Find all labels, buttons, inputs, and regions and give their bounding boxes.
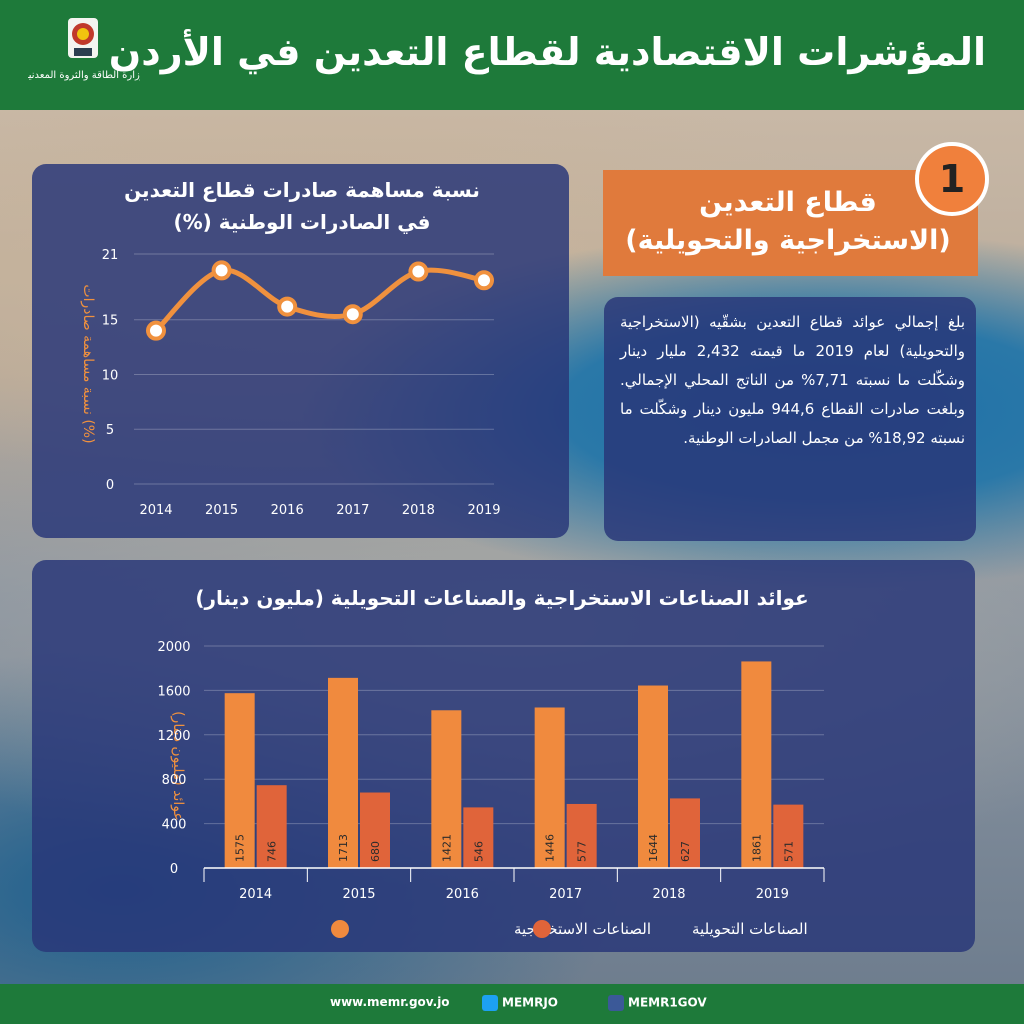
- bar-ytick-label: 1600: [157, 684, 190, 699]
- bar-value-label: 1446: [544, 834, 557, 862]
- bar-ytick-label: 2000: [157, 640, 190, 655]
- sector-title: قطاع التعدين (الاستخراجية والتحويلية): [625, 187, 951, 256]
- line-xtick-label: 2019: [467, 503, 500, 518]
- twitter-icon: [482, 995, 498, 1011]
- bar-conversion-2014: [256, 785, 287, 868]
- line-chart: نسبة مساهمة صادرات (%) 0 5 10 15 21 2014 2015…: [80, 248, 501, 518]
- bar-ytick-label: 400: [162, 818, 187, 833]
- bar-extractive-2016: [431, 710, 462, 868]
- bar-value-label: 1861: [750, 834, 763, 862]
- footer: www.memr.gov.jo MEMRJO MEMR1GOV: [0, 984, 1024, 1024]
- line-chart-ylabel: نسبة مساهمة صادرات (%): [80, 284, 96, 443]
- bar-xtick-label: 2016: [446, 887, 479, 902]
- line-xtick-label: 2016: [271, 503, 304, 518]
- legend-swatch-extractive: [331, 920, 349, 938]
- page-title: المؤشرات الاقتصادية لقطاع التعدين في الأ…: [108, 30, 986, 74]
- facebook-icon: [608, 995, 624, 1011]
- bar-extractive-2017: [534, 707, 565, 868]
- bar-conversion-2017: [566, 803, 597, 868]
- bar-chart-panel: عوائد الصناعات الاستخراجية والصناعات الت…: [32, 560, 975, 952]
- line-point-2018: [408, 261, 429, 282]
- bar-conversion-2018: [670, 798, 700, 868]
- line-ytick-label: 21: [102, 248, 119, 263]
- bar-extractive-2015: [328, 677, 358, 868]
- bar-chart-ylabel: عوائد (مليون دينار): [170, 711, 186, 821]
- bar-value-label: 577: [576, 841, 589, 862]
- legend-label-conversion: الصناعات التحويلية: [692, 920, 808, 938]
- bar-extractive-2019: [741, 661, 772, 868]
- line-xtick-label: 2018: [402, 503, 435, 518]
- bar-value-label: 1575: [234, 834, 247, 862]
- bar-value-label: 746: [266, 841, 279, 862]
- bar-chart: عوائد (مليون دينار) 0400800120016002000 …: [157, 640, 825, 938]
- ministry-logo: وزارة الطاقة والثروة المعدنية: [28, 18, 140, 81]
- bar-value-label: 627: [679, 841, 692, 862]
- bar-value-label: 1421: [440, 834, 453, 862]
- facebook-handle[interactable]: MEMR1GOV: [608, 995, 707, 1011]
- bar-ytick-label: 1200: [157, 729, 190, 744]
- bar-ytick-label: 800: [162, 773, 187, 788]
- bar-xtick-label: 2017: [549, 887, 582, 902]
- bar-chart-title: عوائد الصناعات الاستخراجية والصناعات الت…: [195, 586, 809, 610]
- bar-value-label: 1644: [647, 834, 660, 862]
- bar-value-label: 1713: [337, 834, 350, 862]
- bar-conversion-2019: [773, 804, 804, 868]
- bar-extractive-2018: [638, 685, 668, 868]
- bar-extractive-2014: [224, 693, 255, 868]
- sector-number-badge: 1: [915, 142, 989, 216]
- line-chart-title: نسبة مساهمة صادرات قطاع التعدين في الصاد…: [124, 178, 480, 234]
- website-link[interactable]: www.memr.gov.jo: [330, 995, 450, 1009]
- line-point-2015: [211, 260, 232, 281]
- sector-description: بلغ إجمالي عوائد قطاع التعدين بشقّيه (ال…: [620, 313, 966, 447]
- bar-xtick-label: 2014: [239, 887, 272, 902]
- line-point-2019: [474, 270, 494, 291]
- line-ytick-label: 0: [106, 478, 114, 493]
- line-series: [154, 267, 485, 333]
- bar-conversion-2015: [360, 792, 390, 868]
- bar-value-label: 680: [369, 841, 382, 862]
- description-panel: [604, 297, 976, 541]
- line-chart-panel: نسبة مساهمة صادرات قطاع التعدين في الصاد…: [32, 164, 569, 538]
- line-point-2016: [277, 296, 298, 317]
- ministry-name: وزارة الطاقة والثروة المعدنية: [28, 70, 140, 81]
- bar-value-label: 546: [472, 841, 485, 862]
- line-ytick-label: 15: [102, 314, 119, 329]
- header: وزارة الطاقة والثروة المعدنية المؤشرات ا…: [0, 0, 1024, 110]
- line-xtick-label: 2015: [205, 503, 238, 518]
- line-point-2014: [146, 320, 166, 341]
- twitter-handle[interactable]: MEMRJO: [482, 995, 558, 1011]
- bar-xtick-label: 2019: [756, 887, 789, 902]
- bar-ytick-label: 0: [170, 862, 178, 877]
- line-ytick-label: 5: [106, 423, 114, 438]
- legend-swatch-conversion: [533, 920, 551, 938]
- line-point-2017: [342, 304, 363, 325]
- bar-xtick-label: 2015: [342, 887, 375, 902]
- line-xtick-label: 2017: [336, 503, 369, 518]
- line-ytick-label: 10: [102, 368, 119, 383]
- bar-value-label: 571: [782, 841, 795, 862]
- bar-conversion-2016: [463, 807, 494, 868]
- bar-xtick-label: 2018: [652, 887, 685, 902]
- line-xtick-label: 2014: [139, 503, 172, 518]
